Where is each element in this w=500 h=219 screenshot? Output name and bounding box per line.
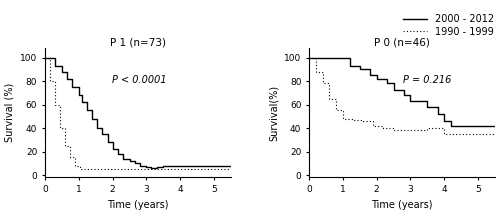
X-axis label: Time (years): Time (years) <box>372 200 433 210</box>
2000 - 2012 <box>424 106 430 108</box>
Title: P 1 (n=73): P 1 (n=73) <box>110 37 166 47</box>
1990 - 1999 <box>492 133 498 135</box>
Text: P = 0.216: P = 0.216 <box>403 75 452 85</box>
1990 - 1999 <box>320 82 326 85</box>
1990 - 1999 <box>424 127 430 129</box>
Text: P < 0.0001: P < 0.0001 <box>112 75 167 85</box>
Line: 2000 - 2012: 2000 - 2012 <box>309 58 495 126</box>
2000 - 2012 <box>492 124 498 127</box>
2000 - 2012 <box>306 56 312 59</box>
1990 - 1999 <box>340 117 346 120</box>
2000 - 2012 <box>442 120 448 122</box>
X-axis label: Time (years): Time (years) <box>107 200 168 210</box>
1990 - 1999 <box>333 109 339 112</box>
2000 - 2012 <box>400 94 406 97</box>
2000 - 2012 <box>340 56 346 59</box>
1990 - 1999 <box>326 97 332 100</box>
2000 - 2012 <box>408 100 414 102</box>
1990 - 1999 <box>442 133 448 135</box>
1990 - 1999 <box>313 70 319 73</box>
2000 - 2012 <box>434 113 440 115</box>
1990 - 1999 <box>370 124 376 127</box>
Title: P 0 (n=46): P 0 (n=46) <box>374 37 430 47</box>
Y-axis label: Survival (%): Survival (%) <box>4 83 15 142</box>
Legend: 2000 - 2012, 1990 - 1999: 2000 - 2012, 1990 - 1999 <box>402 14 494 37</box>
2000 - 2012 <box>448 124 454 127</box>
1990 - 1999 <box>360 120 366 122</box>
1990 - 1999 <box>350 118 356 121</box>
2000 - 2012 <box>374 77 380 80</box>
1990 - 1999 <box>306 56 312 59</box>
1990 - 1999 <box>390 129 396 132</box>
2000 - 2012 <box>357 68 363 71</box>
2000 - 2012 <box>367 74 373 76</box>
1990 - 1999 <box>380 127 386 129</box>
2000 - 2012 <box>346 64 352 67</box>
2000 - 2012 <box>390 89 396 92</box>
Line: 1990 - 1999: 1990 - 1999 <box>309 58 495 134</box>
Y-axis label: Survival(%): Survival(%) <box>268 85 278 141</box>
2000 - 2012 <box>384 82 390 85</box>
